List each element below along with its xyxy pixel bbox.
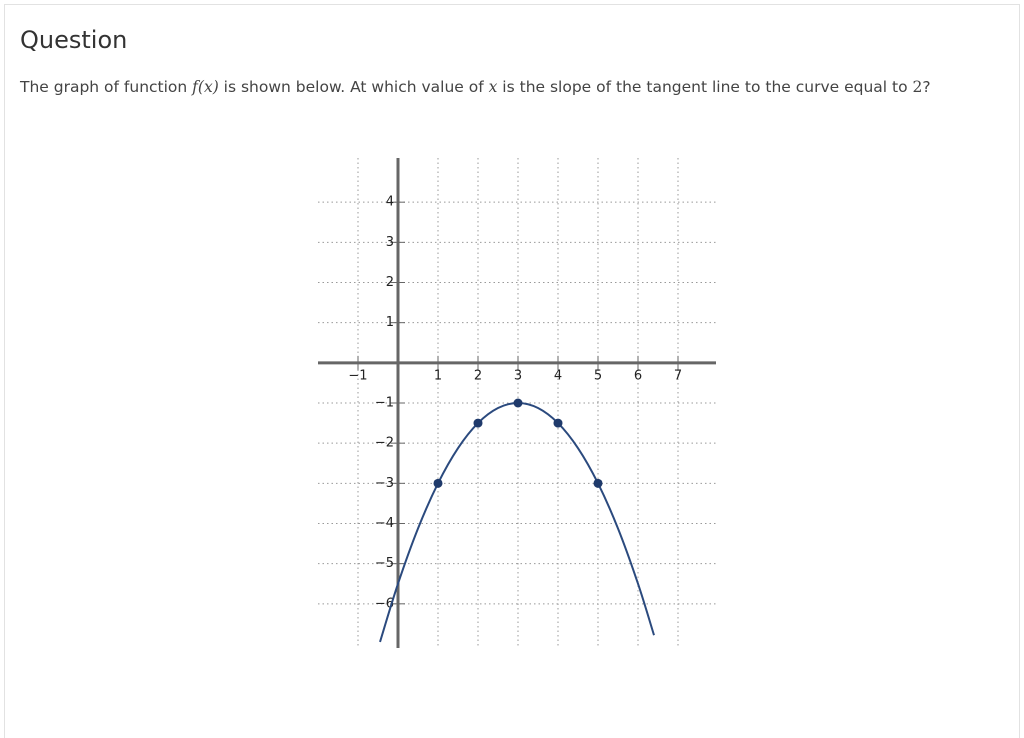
x-tick-label: 7 bbox=[674, 368, 682, 383]
point bbox=[553, 418, 563, 428]
y-tick-label: 4 bbox=[386, 195, 394, 210]
question-prompt: The graph of function f(x) is shown belo… bbox=[19, 78, 931, 96]
y-tick-label: 2 bbox=[386, 275, 394, 290]
question-heading: Question bbox=[20, 26, 127, 54]
x-tick-label: 5 bbox=[594, 368, 602, 383]
prompt-text: is shown below. At which value of bbox=[219, 78, 489, 96]
x-tick-label: −1 bbox=[348, 368, 367, 383]
x-tick-label: 4 bbox=[554, 368, 562, 383]
prompt-number: 2 bbox=[913, 78, 923, 96]
prompt-math: f(x) bbox=[191, 78, 219, 96]
point bbox=[593, 478, 603, 488]
y-tick-label: 1 bbox=[386, 315, 394, 330]
x-tick-label: 1 bbox=[434, 368, 442, 383]
y-tick-label: −4 bbox=[375, 516, 394, 531]
y-tick-label: −2 bbox=[375, 436, 394, 451]
prompt-text: The graph of function bbox=[19, 78, 192, 96]
prompt-text: is the slope of the tangent line to the … bbox=[497, 78, 912, 96]
y-tick-label: −1 bbox=[375, 396, 394, 411]
prompt-math: x bbox=[489, 78, 498, 96]
point bbox=[433, 478, 443, 488]
card bbox=[4, 4, 1020, 738]
y-tick-label: −3 bbox=[375, 476, 394, 491]
y-tick-label: −5 bbox=[375, 556, 394, 571]
x-tick-label: 3 bbox=[514, 368, 522, 383]
point bbox=[473, 418, 483, 428]
point bbox=[513, 398, 523, 408]
y-tick-label: 3 bbox=[386, 235, 394, 250]
x-tick-label: 6 bbox=[634, 368, 642, 383]
y-tick-label: −6 bbox=[375, 596, 394, 611]
graph: −1 1 2 3 4 5 6 7 4 3 2 1 −1 −2 −3 −4 −5 −6 bbox=[318, 158, 716, 648]
x-tick-label: 2 bbox=[474, 368, 482, 383]
prompt-text: ? bbox=[922, 78, 930, 96]
